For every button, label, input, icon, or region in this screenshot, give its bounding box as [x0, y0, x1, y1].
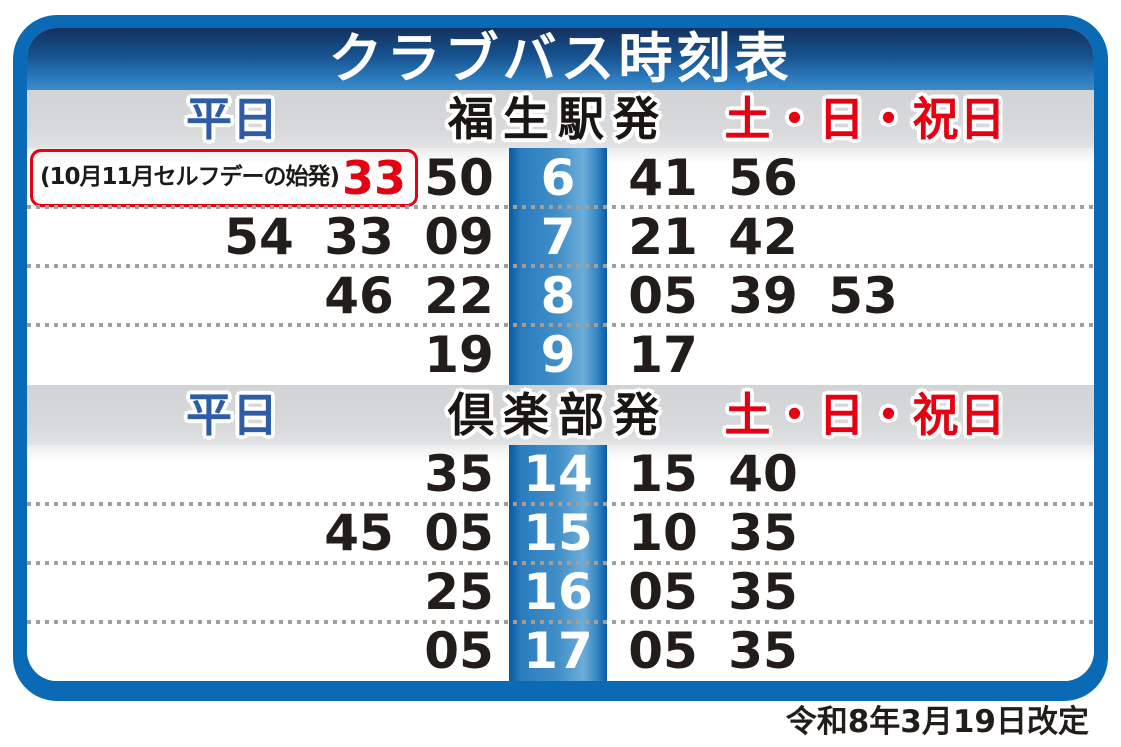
hour-cell: 8 [509, 266, 607, 326]
station-header-label: 倶楽部発 [448, 387, 668, 442]
minute-cell: 39 [728, 266, 798, 325]
minute-cell: 05 [424, 622, 494, 681]
timetable-inner: クラブバス時刻表 平日 福生駅発 土・日・祝日 50 (10月11月セルフデーの… [27, 28, 1094, 681]
hour-cell: 7 [509, 207, 607, 267]
minute-cell: 40 [728, 445, 798, 504]
hour-cell: 17 [509, 621, 607, 681]
minute-cell: 05 [628, 563, 698, 622]
hour-cell: 15 [509, 503, 607, 563]
hour-cell: 6 [509, 148, 607, 208]
minute-cell: 54 [224, 207, 294, 266]
weekend-minutes: 10 35 [607, 504, 1094, 563]
minute-cell: 53 [828, 266, 898, 325]
weekend-header-label: 土・日・祝日 [724, 387, 1007, 442]
timetable-rows: 35 14 15 40 45 05 15 10 35 25 16 05 35 05 17… [27, 444, 1094, 681]
minute-cell: 42 [728, 207, 798, 266]
minute-cell: 09 [424, 207, 494, 266]
weekend-minutes: 05 35 [607, 622, 1094, 681]
weekend-minutes: 05 39 53 [607, 266, 1094, 325]
minute-cell: 35 [728, 504, 798, 563]
minute-cell: 35 [424, 445, 494, 504]
title-band: クラブバス時刻表 [27, 28, 1094, 90]
first-bus-note-text: (10月11月セルフデーの始発) [40, 164, 340, 191]
minute-cell: 15 [628, 445, 698, 504]
page-title: クラブバス時刻表 [328, 28, 793, 90]
timetable-row: 50 (10月11月セルフデーの始発) 33 6 41 56 [27, 148, 1094, 208]
minute-cell: 46 [324, 266, 394, 325]
hour-cell: 9 [509, 325, 607, 385]
section-header-band: 平日 倶楽部発 土・日・祝日 [27, 384, 1094, 445]
weekend-header-label: 土・日・祝日 [724, 92, 1007, 146]
timetable-row: 45 05 15 10 35 [27, 503, 1094, 563]
timetable-row: 54 33 09 7 21 42 [27, 207, 1094, 267]
minute-cell: 17 [628, 325, 698, 384]
poster-frame: クラブバス時刻表 平日 福生駅発 土・日・祝日 50 (10月11月セルフデーの… [13, 15, 1108, 701]
weekday-minutes: 25 [27, 563, 509, 622]
weekend-minutes: 41 56 [607, 148, 1094, 207]
weekend-minutes: 05 35 [607, 563, 1094, 622]
timetable-rows: 50 (10月11月セルフデーの始発) 33 6 41 56 54 33 09 7 2… [27, 148, 1094, 385]
weekday-minutes: 19 [27, 325, 509, 384]
hour-cell: 14 [509, 444, 607, 504]
minute-cell: 41 [628, 148, 698, 207]
timetable-row: 46 22 8 05 39 53 [27, 266, 1094, 326]
weekday-header-label: 平日 [186, 387, 278, 442]
hour-cell: 16 [509, 562, 607, 622]
minute-cell: 19 [424, 325, 494, 384]
weekday-minutes: 46 22 [27, 266, 509, 325]
timetable-row: 35 14 15 40 [27, 444, 1094, 504]
weekend-minutes: 21 42 [607, 207, 1094, 266]
minute-cell: 50 [424, 148, 494, 207]
section-header-band: 平日 福生駅発 土・日・祝日 [27, 90, 1094, 148]
minute-cell: 05 [628, 266, 698, 325]
minute-cell: 05 [424, 504, 494, 563]
weekend-minutes: 15 40 [607, 445, 1094, 504]
weekday-header-label: 平日 [186, 92, 278, 146]
weekday-minutes: 50 (10月11月セルフデーの始発) 33 [27, 148, 509, 207]
minute-cell: 05 [628, 622, 698, 681]
minute-cell: 22 [424, 266, 494, 325]
minute-cell: 35 [728, 622, 798, 681]
footer-revision-date: 令和8年3月19日改定 [785, 704, 1089, 740]
minute-cell: 33 [324, 207, 394, 266]
weekday-minutes: 54 33 09 [27, 207, 509, 266]
first-bus-note-time: 33 [342, 150, 407, 205]
timetable-row: 05 17 05 35 [27, 621, 1094, 681]
minute-cell: 25 [424, 563, 494, 622]
minute-cell: 45 [324, 504, 394, 563]
minute-cell: 35 [728, 563, 798, 622]
minute-cell: 21 [628, 207, 698, 266]
minute-cell: 10 [628, 504, 698, 563]
timetable-row: 25 16 05 35 [27, 562, 1094, 622]
timetable-row: 19 9 17 [27, 325, 1094, 385]
weekend-minutes: 17 [607, 325, 1094, 384]
first-bus-note-box: (10月11月セルフデーの始発) 33 [30, 148, 419, 207]
weekday-minutes: 35 [27, 445, 509, 504]
sections-root: 平日 福生駅発 土・日・祝日 50 (10月11月セルフデーの始発) 33 6 … [27, 90, 1094, 681]
station-header-label: 福生駅発 [448, 92, 668, 146]
minute-cell: 56 [728, 148, 798, 207]
weekday-minutes: 45 05 [27, 504, 509, 563]
weekday-minutes: 05 [27, 622, 509, 681]
